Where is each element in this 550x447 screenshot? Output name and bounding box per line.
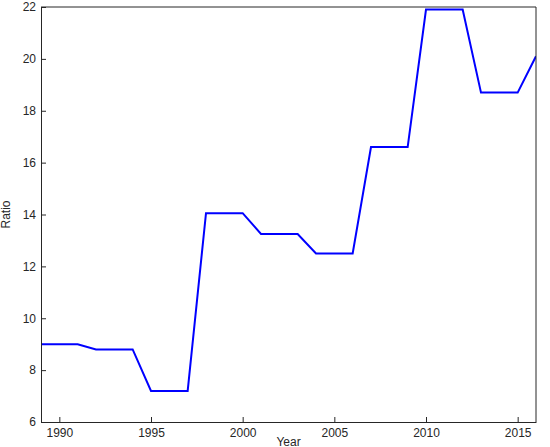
x-tick: 2005 <box>321 417 348 440</box>
y-tick: 14 <box>23 208 46 222</box>
x-tick: 2000 <box>230 417 257 440</box>
x-tick-label: 2005 <box>321 426 348 440</box>
x-tick: 2015 <box>505 417 532 440</box>
y-tick: 16 <box>23 156 46 170</box>
x-tick-mark <box>334 417 335 422</box>
y-tick-mark <box>41 163 46 164</box>
y-tick-label: 22 <box>23 0 37 14</box>
y-tick-mark <box>41 111 46 112</box>
x-axis-title: Year <box>276 435 300 447</box>
frame <box>536 7 537 422</box>
y-tick-mark <box>41 318 46 319</box>
x-tick-label: 2015 <box>505 426 532 440</box>
y-tick-mark <box>41 266 46 267</box>
y-tick-label: 10 <box>23 312 37 326</box>
x-axis-line <box>42 422 537 423</box>
y-tick: 10 <box>23 312 46 326</box>
y-tick-mark <box>41 422 46 423</box>
x-tick-label: 1995 <box>138 426 165 440</box>
y-tick-mark <box>41 370 46 371</box>
y-tick: 6 <box>29 415 46 429</box>
x-tick-mark <box>59 417 60 422</box>
x-tick-mark <box>243 417 244 422</box>
y-tick-label: 12 <box>23 260 37 274</box>
x-tick-label: 2000 <box>230 426 257 440</box>
x-tick-label: 2010 <box>413 426 440 440</box>
y-tick-label: 8 <box>29 363 36 377</box>
x-tick-mark <box>518 417 519 422</box>
x-tick: 2010 <box>413 417 440 440</box>
y-tick-label: 16 <box>23 156 37 170</box>
y-tick-label: 6 <box>29 415 36 429</box>
x-tick-label: 1990 <box>46 426 73 440</box>
x-tick-mark <box>426 417 427 422</box>
y-axis: 6 8 10 12 14 16 18 20 22 <box>23 0 46 429</box>
y-tick-mark <box>41 215 46 216</box>
plot: 1990 1995 2000 2005 2010 2015 6 8 10 12 14 16 18 20 22 <box>23 0 537 439</box>
y-tick-label: 20 <box>23 52 37 66</box>
y-axis-title: Ratio <box>0 200 13 228</box>
y-tick: 20 <box>23 52 46 66</box>
y-tick: 8 <box>29 363 46 377</box>
x-tick: 1990 <box>46 417 73 440</box>
line <box>41 10 536 391</box>
y-tick-label: 18 <box>23 104 37 118</box>
y-tick-label: 14 <box>23 208 37 222</box>
x-tick-mark <box>151 417 152 422</box>
y-tick: 12 <box>23 260 46 274</box>
y-tick: 18 <box>23 104 46 118</box>
series <box>41 10 536 391</box>
chart: 1990 1995 2000 2005 2010 2015 6 8 10 12 14 16 18 20 22… <box>0 0 550 447</box>
y-tick-mark <box>41 59 46 60</box>
frame <box>41 7 536 8</box>
x-tick: 1995 <box>138 417 165 440</box>
